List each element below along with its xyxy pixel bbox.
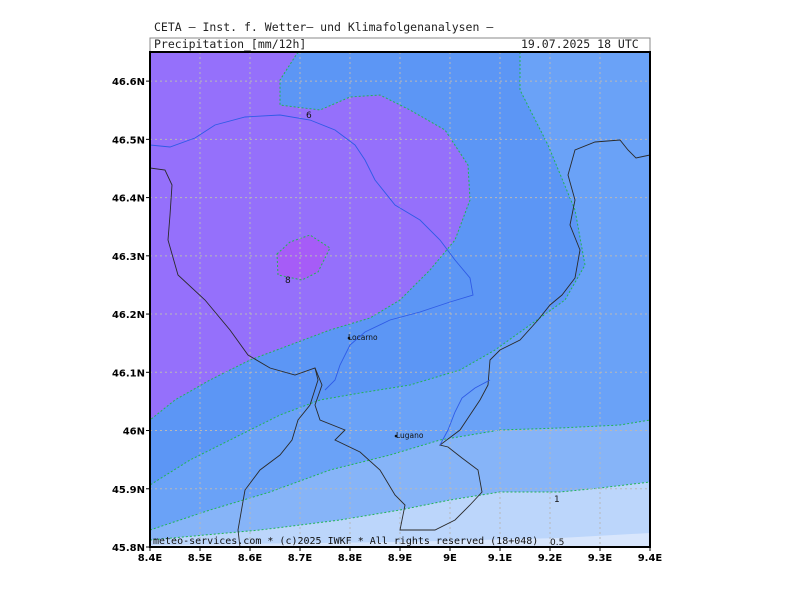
lon-tick-label: 9.3E <box>588 553 613 564</box>
band-0-5-1mm <box>150 482 650 547</box>
lon-tick-label: 8.7E <box>288 553 313 564</box>
lat-tick-label: 46.5N <box>112 135 145 146</box>
lat-tick-label: 46N <box>123 427 145 438</box>
lat-tick-label: 46.3N <box>112 252 145 263</box>
lat-tick-label: 45.9N <box>112 485 145 496</box>
lat-tick-label: 46.4N <box>112 194 145 205</box>
lake-outlines <box>150 114 491 446</box>
contour-label-0-5: 0.5 <box>550 538 564 548</box>
lon-tick-label: 8.9E <box>388 553 413 564</box>
map-title: CETA – Inst. f. Wetter– und Klimafolgena… <box>154 20 494 34</box>
valid-time: 19.07.2025 18 UTC <box>521 37 639 51</box>
lon-tick-label: 8.5E <box>188 553 213 564</box>
contour-label-6: 6 <box>306 111 312 121</box>
contour-label-8: 8 <box>285 276 291 286</box>
lat-tick-label: 46.1N <box>112 368 145 379</box>
lon-tick-label: 9E <box>443 553 457 564</box>
lat-tick-label: 45.8N <box>112 543 145 554</box>
contour-lines <box>150 52 650 541</box>
lon-tick-label: 8.6E <box>238 553 263 564</box>
lon-tick-label: 8.4E <box>138 553 163 564</box>
header-frame <box>149 37 651 53</box>
country-borders <box>150 139 650 547</box>
copyright-footer: meteo-services.com * (c)2025 IWKF * All … <box>153 536 538 547</box>
lon-tick-label: 9.4E <box>638 553 663 564</box>
parameter-label: Precipitation_[mm/12h] <box>154 37 307 51</box>
band-lowest <box>150 533 650 547</box>
lugano-marker <box>394 434 398 438</box>
grid-lines <box>150 52 650 547</box>
city-label-lugano: Lugano <box>396 431 424 440</box>
lat-tick-label: 46.2N <box>112 310 145 321</box>
locarno-marker <box>347 336 351 340</box>
lat-tick-label: 46.6N <box>112 77 145 88</box>
lon-tick-label: 9.1E <box>488 553 513 564</box>
contour-label-1: 1 <box>554 495 560 505</box>
city-label-locarno: Locarno <box>348 333 378 342</box>
lon-tick-label: 9.2E <box>538 553 563 564</box>
map-area <box>149 51 651 548</box>
axes: 8.4E 8.5E 8.6E 8.7E 8.8E 8.9E 9E 9.1E 9.2E 9.3E 9.… <box>112 77 662 564</box>
lon-tick-label: 8.8E <box>338 553 363 564</box>
band-8plus <box>277 235 330 280</box>
